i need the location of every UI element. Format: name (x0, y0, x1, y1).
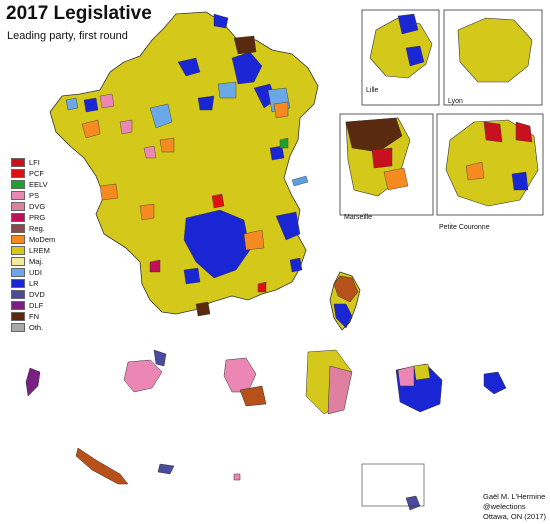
legend-item: Reg. (11, 223, 55, 234)
legend-item: LREM (11, 245, 55, 256)
legend-label: MoDem (29, 235, 56, 244)
eelv-district (279, 137, 289, 149)
inset-lille (361, 9, 440, 106)
legend-item: UDI (11, 267, 55, 278)
credits: Gaël M. L'Hermine @welections Ottawa, ON… (483, 492, 546, 522)
credits-author: Gaël M. L'Hermine (483, 492, 546, 501)
inset-petite-couronne (436, 113, 544, 216)
inset-lyon (443, 9, 543, 106)
legend-swatch (11, 323, 25, 332)
corsica-north-fn (333, 275, 359, 303)
legend-label: LR (29, 279, 39, 288)
inset-label-lille: Lille (366, 87, 379, 94)
france-mainland (49, 11, 319, 315)
legend-label: DVD (29, 290, 45, 299)
legend-item: PCF (11, 168, 55, 179)
inset-label-petite-couronne: Petite Couronne (439, 224, 490, 231)
legend-item: EELV (11, 179, 55, 190)
legend-label: LREM (29, 246, 50, 255)
modem-districts (81, 101, 289, 251)
legend-label: Maj. (29, 257, 44, 266)
inset-label-lyon: Lyon (448, 98, 463, 105)
legend-swatch (11, 268, 25, 277)
inset-label-marseille: Marseille (344, 214, 373, 221)
legend-label: Reg. (29, 224, 45, 233)
legend-swatch (11, 158, 25, 167)
legend-label: UDI (29, 268, 42, 277)
legend-swatch (11, 213, 25, 222)
legend-label: Oth. (29, 323, 44, 332)
inset-marseille (339, 113, 434, 216)
legend-item: DLF (11, 300, 55, 311)
legend-label: LFI (29, 158, 40, 167)
prg-district (149, 259, 161, 273)
legend-item: FN (11, 311, 55, 322)
legend-item: Oth. (11, 322, 55, 333)
polynesia-frame (361, 463, 425, 507)
legend-label: DLF (29, 301, 44, 310)
legend-item: DVG (11, 201, 55, 212)
metropolitan-france (49, 11, 361, 331)
legend-swatch (11, 246, 25, 255)
map-subtitle: Leading party, first round (7, 30, 128, 42)
legend-item: LR (11, 278, 55, 289)
legend-swatch (11, 235, 25, 244)
legend: LFI PCF EELV PS DVG PRG Reg. MoDem LREM Maj. UDI LR… (11, 157, 55, 333)
legend-item: PRG (11, 212, 55, 223)
legend-swatch (11, 169, 25, 178)
legend-label: DVG (29, 202, 46, 211)
left-districts (211, 193, 267, 293)
legend-swatch (11, 224, 25, 233)
legend-swatch (11, 202, 25, 211)
ps-districts (99, 93, 157, 159)
legend-swatch (11, 180, 25, 189)
legend-item: DVD (11, 289, 55, 300)
fn-districts (195, 35, 257, 317)
legend-swatch (11, 279, 25, 288)
credits-handle: @welections (483, 502, 526, 511)
legend-item: MoDem (11, 234, 55, 245)
legend-swatch (11, 312, 25, 321)
legend-item: LFI (11, 157, 55, 168)
legend-label: FN (29, 312, 39, 321)
corsica-south-lr (333, 303, 353, 329)
map-title: 2017 Legislative (6, 3, 152, 24)
overseas-territories (25, 349, 507, 511)
legend-swatch (11, 257, 25, 266)
legend-label: EELV (29, 180, 48, 189)
lake-geneva (291, 175, 309, 187)
legend-label: PCF (29, 169, 44, 178)
legend-item: Maj. (11, 256, 55, 267)
legend-label: PRG (29, 213, 46, 222)
credits-place: Ottawa, ON (2017) (483, 512, 546, 521)
legend-label: PS (29, 191, 40, 200)
legend-swatch (11, 191, 25, 200)
legend-swatch (11, 301, 25, 310)
legend-item: PS (11, 190, 55, 201)
legend-swatch (11, 290, 25, 299)
